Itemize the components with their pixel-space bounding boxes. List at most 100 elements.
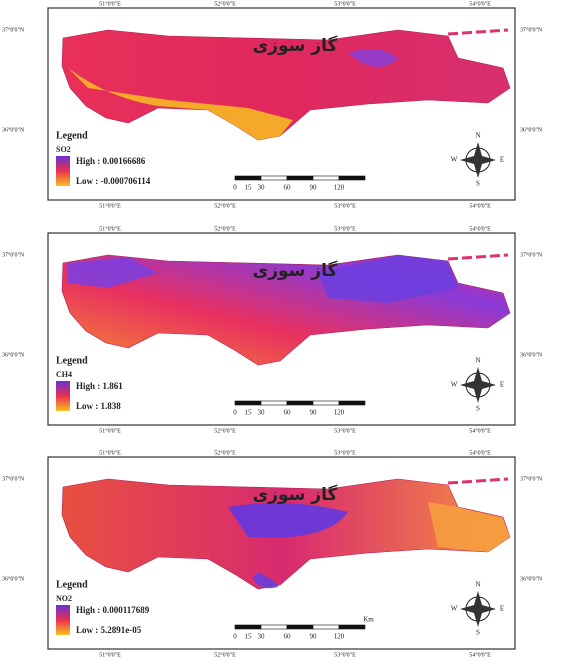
compass-label: N — [475, 581, 480, 589]
coord-label: 53°0'0"E — [334, 449, 356, 456]
coord-label: 52°0'0"E — [214, 427, 236, 434]
compass-rose — [460, 142, 496, 178]
scale-label: 30 — [258, 633, 266, 641]
scale-segment — [286, 175, 314, 181]
value-zone — [253, 572, 278, 589]
scale-label: 60 — [284, 633, 292, 641]
coord-label: 54°0'0"E — [469, 225, 491, 232]
scale-label: 90 — [310, 184, 318, 192]
scale-label: 0 — [233, 633, 237, 641]
coord-label: 37°0'0"N — [520, 251, 543, 258]
compass-label: E — [500, 156, 504, 164]
legend-high: High : 1.861 — [76, 381, 123, 391]
coord-label: 53°0'0"E — [334, 651, 356, 658]
scale-label: 90 — [310, 633, 318, 641]
compass-label: W — [451, 381, 458, 389]
legend-gas: SO2 — [56, 145, 71, 154]
coord-label: 36°0'0"N — [520, 575, 543, 582]
scale-segment — [338, 400, 366, 406]
scale-label: 120 — [334, 633, 345, 641]
value-zone — [348, 49, 398, 67]
map-title: گاز سوزی — [253, 35, 338, 56]
coord-label: 36°0'0"N — [520, 351, 543, 358]
value-zone — [68, 68, 293, 140]
scale-label: 30 — [258, 184, 266, 192]
scale-segment — [234, 175, 262, 181]
compass-label: N — [475, 357, 480, 365]
legend-high: High : 0.00166686 — [76, 156, 146, 166]
coord-label: 36°0'0"N — [2, 351, 25, 358]
coord-label: 54°0'0"E — [469, 427, 491, 434]
legend-ramp — [56, 381, 70, 411]
legend-gas: NO2 — [56, 594, 72, 603]
legend-title: Legend — [56, 130, 88, 141]
legend-ramp — [56, 156, 70, 186]
map-title: گاز سوزی — [253, 484, 338, 505]
scale-segment — [234, 400, 262, 406]
scale-label: 120 — [334, 409, 345, 417]
map-panel: گاز سوزی Legend NO2 High : 0.000117689 Low :… — [2, 449, 543, 658]
value-zone — [428, 502, 510, 552]
island-line — [447, 477, 509, 485]
coord-label: 51°0'0"E — [99, 651, 121, 658]
map-title: گاز سوزی — [253, 260, 338, 281]
scale-segment — [338, 624, 366, 630]
map-region — [61, 253, 511, 366]
compass-label: E — [500, 605, 504, 613]
coord-label: 37°0'0"N — [2, 26, 25, 33]
legend-title: Legend — [56, 579, 88, 590]
coord-label: 54°0'0"E — [469, 0, 491, 7]
map-region — [61, 477, 511, 590]
coord-label: 52°0'0"E — [214, 651, 236, 658]
compass-label: S — [476, 405, 480, 413]
coord-label: 37°0'0"N — [520, 26, 543, 33]
scale-label: 15 — [245, 184, 253, 192]
coord-label: 51°0'0"E — [99, 225, 121, 232]
legend-low: Low : -0.000706114 — [76, 176, 151, 186]
map-panel: گاز سوزی Legend CH4 High : 1.861 Low : 1.838… — [2, 225, 543, 434]
coord-label: 53°0'0"E — [334, 202, 356, 209]
compass-label: E — [500, 381, 504, 389]
coord-label: 53°0'0"E — [334, 427, 356, 434]
coord-label: 51°0'0"E — [99, 449, 121, 456]
coord-label: 53°0'0"E — [334, 0, 356, 7]
province-shape — [61, 29, 511, 141]
coord-label: 51°0'0"E — [99, 427, 121, 434]
map-panel: گاز سوزی Legend SO2 High : 0.00166686 Low : … — [2, 0, 543, 209]
island-line — [447, 253, 509, 261]
coord-label: 52°0'0"E — [214, 449, 236, 456]
coord-label: 51°0'0"E — [99, 202, 121, 209]
scale-label: 60 — [284, 409, 292, 417]
coord-label: 37°0'0"N — [520, 475, 543, 482]
coord-label: 52°0'0"E — [214, 202, 236, 209]
map-region — [61, 28, 511, 141]
island-line — [447, 28, 509, 36]
scale-segment — [286, 400, 314, 406]
legend-low: Low : 1.838 — [76, 401, 121, 411]
coord-label: 54°0'0"E — [469, 651, 491, 658]
scale-label: 30 — [258, 409, 266, 417]
compass-label: N — [475, 132, 480, 140]
scale-segment — [286, 624, 314, 630]
compass-rose — [460, 367, 496, 403]
coord-label: 36°0'0"N — [2, 575, 25, 582]
scale-label: 60 — [284, 184, 292, 192]
scale-segment — [312, 624, 340, 630]
scale-label: 15 — [245, 409, 253, 417]
coord-label: 36°0'0"N — [520, 126, 543, 133]
legend-title: Legend — [56, 355, 88, 366]
scale-segment — [260, 175, 288, 181]
coord-label: 53°0'0"E — [334, 225, 356, 232]
legend-high: High : 0.000117689 — [76, 605, 150, 615]
scale-segment — [260, 624, 288, 630]
compass-label: W — [451, 156, 458, 164]
scale-label: 15 — [245, 633, 253, 641]
scale-segment — [234, 624, 262, 630]
coord-label: 54°0'0"E — [469, 449, 491, 456]
compass-label: S — [476, 180, 480, 188]
coord-label: 52°0'0"E — [214, 225, 236, 232]
scale-label: 90 — [310, 409, 318, 417]
scale-segment — [260, 400, 288, 406]
legend-ramp — [56, 605, 70, 635]
legend-low: Low : 5.2891e-05 — [76, 625, 142, 635]
